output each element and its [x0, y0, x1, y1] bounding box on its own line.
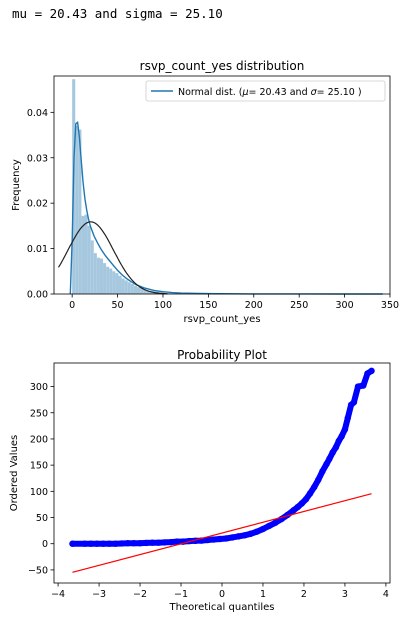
x-tick-label: −1: [174, 589, 188, 600]
x-tick-label: 0: [219, 589, 225, 600]
plot-frame: [53, 362, 391, 584]
plot-frame: [53, 75, 391, 295]
histogram-bar: [164, 293, 173, 294]
data-band: [69, 367, 375, 547]
y-tick-label: 0.02: [27, 199, 48, 210]
y-tick-label: 200: [30, 434, 48, 445]
histogram-bar: [121, 278, 125, 294]
histogram-bar: [133, 285, 138, 294]
x-tick-label: −2: [133, 589, 147, 600]
histogram-bar: [127, 282, 131, 294]
histogram-bar: [130, 284, 134, 294]
histogram-bar: [96, 257, 100, 294]
histogram-bar: [106, 266, 110, 294]
x-tick-label: 4: [383, 589, 389, 600]
console-output: mu = 20.43 and sigma = 25.10: [12, 6, 223, 21]
chart-title: Probability Plot: [177, 348, 267, 362]
histogram-bar: [143, 289, 147, 294]
legend: Normal dist. (μ= 20.43 and σ= 25.10 ): [145, 80, 386, 102]
y-tick-label: 0.01: [27, 244, 48, 255]
x-tick-label: 200: [245, 300, 263, 311]
histogram-bar: [90, 240, 94, 294]
histogram-bar: [93, 253, 97, 294]
histogram-bar: [115, 273, 119, 294]
y-tick-label: 100: [30, 487, 48, 498]
histogram-bar: [78, 129, 82, 294]
fit-line: [72, 493, 372, 573]
x-tick-label: −3: [92, 589, 106, 600]
y-tick-label: 250: [30, 408, 48, 419]
x-tick-label: 50: [112, 300, 124, 311]
x-tick-label: 100: [154, 300, 172, 311]
y-tick-label: 0.04: [27, 108, 48, 119]
y-tick-label: 50: [36, 513, 48, 524]
histogram-bar: [140, 288, 144, 294]
x-tick-label: 350: [381, 300, 399, 311]
y-tick-label: 150: [30, 461, 48, 472]
y-tick-label: 300: [30, 382, 48, 393]
histogram-bar: [84, 214, 88, 294]
x-tick-label: 150: [199, 300, 217, 311]
histogram-bar: [99, 258, 104, 294]
legend-box: [145, 80, 386, 102]
kde-line: [69, 120, 383, 295]
x-axis-label: rsvp_count_yes: [183, 314, 260, 325]
x-tick-label: 0: [69, 300, 75, 311]
probability-plot-chart: Probability Plot −4 −3 −2 −1 0 1 2 3 4 −50 0 50 100 15…: [9, 348, 391, 613]
histogram-bar: [112, 271, 116, 294]
histogram-bar: [103, 263, 107, 294]
y-axis-label: Frequency: [11, 159, 22, 211]
legend-label: Normal dist. (μ= 20.43 and σ= 25.10 ): [178, 87, 362, 98]
normal-fit-line: [57, 221, 168, 295]
x-tick-label: 2: [301, 589, 307, 600]
y-tick-label: 0.00: [27, 290, 48, 301]
histogram-bar: [137, 287, 141, 294]
histogram-bar: [81, 215, 85, 294]
histogram-bar: [75, 125, 79, 294]
chart-title: rsvp_count_yes distribution: [140, 59, 305, 73]
y-tick-label: −50: [28, 565, 48, 576]
histogram-bar: [146, 290, 150, 294]
x-tick-label: 3: [342, 589, 348, 600]
y-tick-label: 0: [42, 539, 48, 550]
y-tick-label: 0.03: [27, 153, 48, 164]
histogram-bar: [118, 275, 122, 294]
x-tick-label: 300: [336, 300, 354, 311]
histogram-bar: [124, 280, 128, 294]
distribution-chart: rsvp_count_yes distribution 0 50 100 150 200 2…: [11, 59, 399, 325]
histogram-bar: [87, 225, 91, 294]
x-tick-label: 250: [290, 300, 308, 311]
y-axis-label: Ordered Values: [9, 435, 20, 512]
histogram-bar: [109, 268, 113, 294]
x-tick-label: −4: [51, 589, 65, 600]
x-tick-label: 1: [260, 589, 266, 600]
x-axis-label: Theoretical quantiles: [168, 602, 274, 613]
